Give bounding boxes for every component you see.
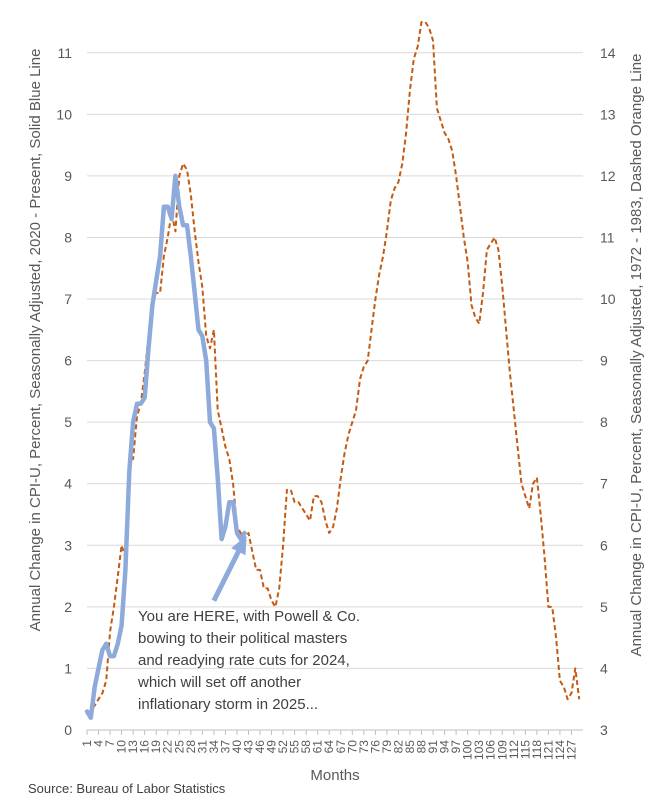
annotation-text-line: which will set off another [137, 674, 301, 691]
right-tick-label: 10 [600, 291, 616, 307]
x-tick-label: 106 [484, 740, 498, 760]
x-tick-label: 61 [311, 740, 325, 754]
right-tick-label: 6 [600, 537, 608, 553]
x-tick-label: 55 [288, 740, 302, 754]
right-tick-label: 7 [600, 476, 608, 492]
left-axis-title: Annual Change in CPI-U, Percent, Seasona… [27, 49, 44, 632]
x-tick-label: 37 [218, 740, 232, 754]
annotation-text-line: You are HERE, with Powell & Co. [138, 608, 360, 625]
x-tick-label: 79 [380, 740, 394, 754]
x-tick-label: 127 [564, 740, 578, 760]
left-tick-label: 7 [64, 291, 72, 307]
x-tick-label: 19 [149, 740, 163, 754]
annotation-text-line: bowing to their political masters [138, 630, 347, 647]
x-tick-label: 76 [368, 740, 382, 754]
left-tick-label: 6 [64, 353, 72, 369]
annotation-text-line: and readying rate cuts for 2024, [138, 652, 350, 669]
left-tick-label: 2 [64, 599, 72, 615]
gridlines [87, 52, 583, 669]
right-tick-label: 5 [600, 599, 608, 615]
left-tick-label: 5 [64, 414, 72, 430]
x-tick-label: 73 [357, 740, 371, 754]
x-tick-label: 88 [415, 740, 429, 754]
x-tick-label: 112 [507, 740, 521, 759]
right-tick-label: 9 [600, 353, 608, 369]
x-tick-label: 10 [115, 740, 129, 754]
series-layer [84, 21, 581, 720]
right-tick-label: 13 [600, 106, 616, 122]
x-tick-label: 52 [276, 740, 290, 754]
x-tick-label: 34 [207, 740, 221, 754]
left-tick-label: 4 [64, 476, 72, 492]
x-tick-label: 85 [403, 740, 417, 754]
x-tick-label: 22 [161, 740, 175, 754]
left-tick-label: 11 [57, 45, 72, 61]
x-tick-label: 31 [195, 740, 209, 754]
x-tick-label: 121 [541, 740, 555, 760]
x-tick-label: 94 [438, 740, 452, 754]
x-tick-label: 64 [322, 740, 336, 754]
x-tick-label: 1 [80, 740, 94, 747]
annotation-layer: You are HERE, with Powell & Co. bowing to… [137, 535, 360, 713]
x-tick-label: 46 [253, 740, 267, 754]
x-tick-label: 82 [391, 740, 405, 754]
x-tick-label: 70 [345, 740, 359, 754]
left-tick-label: 3 [64, 537, 72, 553]
x-tick-label: 28 [184, 740, 198, 754]
right-axis-ticks: 3 4 5 6 7 8 9 10 11 12 13 14 [600, 45, 616, 738]
annotation-text-line: inflationary storm in 2025... [138, 696, 318, 713]
right-tick-label: 14 [600, 45, 616, 61]
x-tick-label: 103 [472, 740, 486, 760]
series-line-2020-present [84, 173, 247, 720]
x-tick-label: 7 [103, 740, 117, 747]
x-tick-label: 16 [138, 740, 152, 754]
x-tick-label: 91 [426, 740, 440, 754]
x-tick-label: 118 [530, 740, 544, 759]
x-axis-title: Months [310, 767, 359, 784]
x-tick-label: 100 [461, 740, 475, 760]
x-tick-label: 40 [230, 740, 244, 754]
left-tick-label: 9 [64, 168, 72, 184]
x-tick-label: 67 [334, 740, 348, 754]
x-tick-label: 109 [495, 740, 509, 760]
left-tick-label: 1 [64, 660, 72, 676]
x-tick-label: 97 [449, 740, 463, 754]
right-tick-label: 8 [600, 414, 608, 430]
x-tick-label: 13 [126, 740, 140, 754]
annotation-arrow-head [231, 535, 247, 556]
right-tick-label: 11 [600, 229, 615, 245]
x-tick-label: 49 [265, 740, 279, 754]
x-tick-label: 124 [553, 740, 567, 760]
left-tick-label: 10 [56, 106, 72, 122]
right-axis-title: Annual Change in CPI-U, Percent, Seasona… [628, 54, 645, 657]
left-axis-ticks: 0 1 2 3 4 5 6 7 8 9 10 11 [56, 45, 72, 738]
left-tick-label: 0 [64, 722, 72, 738]
source-note: Source: Bureau of Labor Statistics [28, 781, 226, 796]
x-tick-label: 25 [172, 740, 186, 754]
right-tick-label: 3 [600, 722, 608, 738]
right-tick-label: 4 [600, 660, 608, 676]
series-line-1972-1983 [87, 21, 581, 713]
left-tick-label: 8 [64, 229, 72, 245]
x-axis-ticks: 1471013161922252831343740434649525558616… [80, 730, 578, 760]
x-tick-label: 115 [518, 740, 532, 759]
x-tick-label: 4 [92, 740, 106, 747]
right-tick-label: 12 [600, 168, 616, 184]
x-tick-label: 43 [241, 740, 255, 754]
x-tick-label: 58 [299, 740, 313, 754]
